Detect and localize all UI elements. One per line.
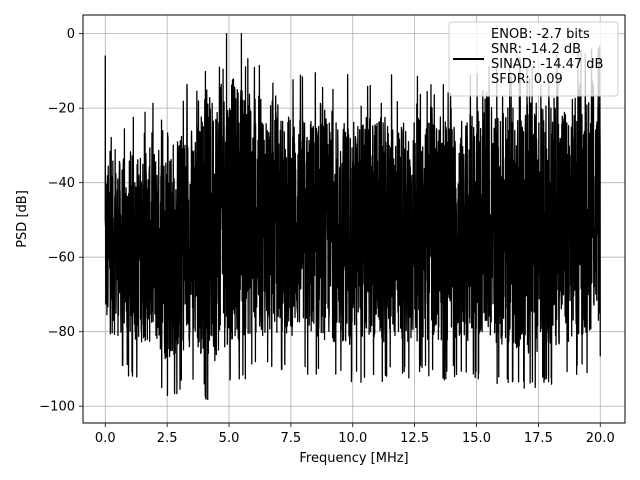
axes-frame [82,14,626,424]
x-tick-label: 17.5 [524,431,553,446]
axis-ticks: 0.0 2.5 5.0 7.5 10.0 12.5 15.0 17.5 20.0 0 −20 −40 −… [39,27,614,446]
x-axis-label: Frequency [MHz] [299,451,408,466]
y-axis-label: PSD [dB] [15,190,30,248]
x-tick-label: 12.5 [400,431,429,446]
legend-snr: SNR: -14.2 dB [491,42,581,57]
x-tick-label: 2.5 [157,431,178,446]
x-tick-label: 10.0 [338,431,367,446]
y-tick-label: 0 [67,27,75,42]
legend-box [448,21,619,97]
x-tick-label: 5.0 [219,431,240,446]
legend-enob: ENOB: -2.7 bits [491,27,590,42]
y-tick-label: −20 [48,102,75,117]
y-tick-label: −80 [48,325,75,340]
x-tick-label: 0.0 [95,431,116,446]
y-tick-label: −100 [39,400,75,415]
psd-series-line [104,32,601,401]
psd-trace [104,32,601,401]
x-tick-label: 7.5 [281,431,302,446]
x-tick-label: 15.0 [462,431,491,446]
x-tick-label: 20.0 [586,431,615,446]
y-tick-label: −60 [48,251,75,266]
legend-sfdr: SFDR: 0.09 [491,72,563,87]
legend-sinad: SINAD: -14.47 dB [491,57,603,72]
legend: ENOB: -2.7 bits SNR: -14.2 dB SINAD: -14… [448,21,619,97]
y-tick-label: −40 [48,176,75,191]
